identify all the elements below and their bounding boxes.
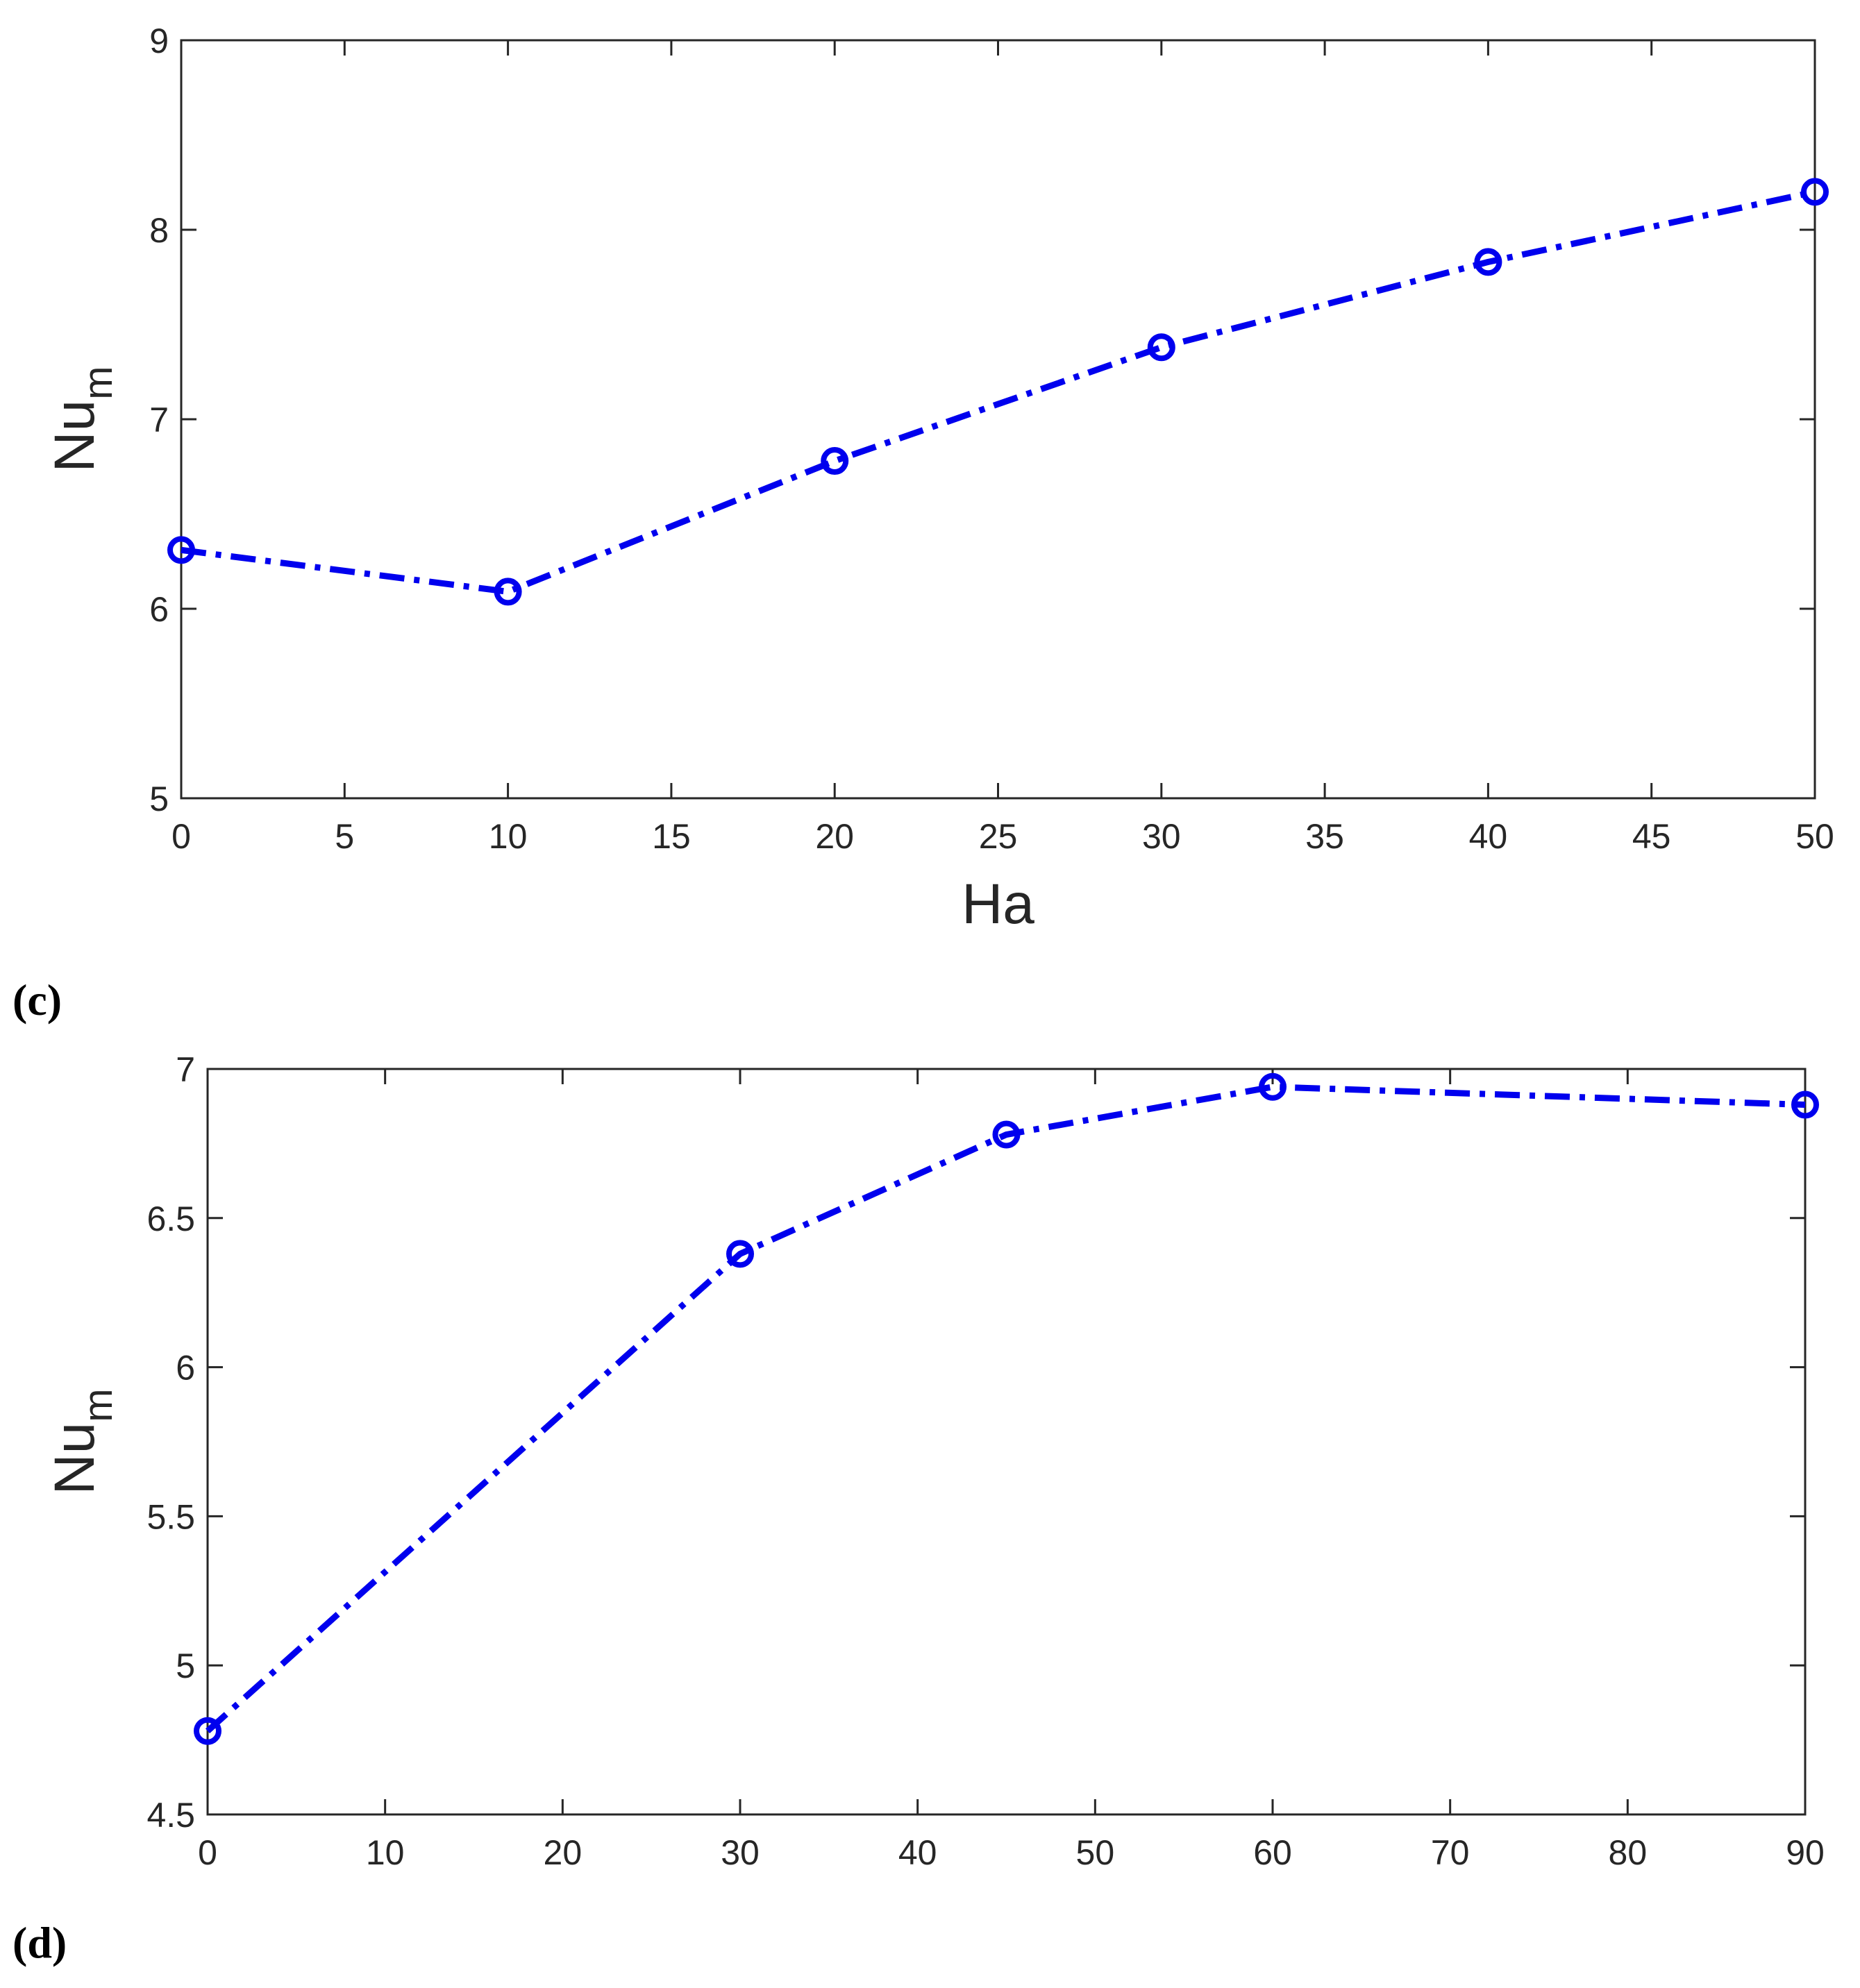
chart-panel-d: 0 10 20 30 40 50 60 70 80 90 4.5 5 5.5 6 6.5 7 Num (d) bbox=[12, 1050, 1825, 1967]
x-tick-label: 40 bbox=[898, 1833, 937, 1872]
x-tick-label: 50 bbox=[1795, 817, 1834, 856]
data-point bbox=[1474, 248, 1502, 276]
x-tick-label: 20 bbox=[815, 817, 854, 856]
y-tick-label: 6 bbox=[176, 1349, 195, 1388]
y-axis-title-subscript: m bbox=[76, 366, 121, 399]
data-point bbox=[494, 578, 522, 606]
y-tick-label: 6 bbox=[149, 590, 169, 629]
x-tick-label: 60 bbox=[1253, 1833, 1292, 1872]
x-tick-label: 10 bbox=[366, 1833, 405, 1872]
panel-label: (c) bbox=[12, 975, 62, 1025]
x-tick-label: 35 bbox=[1305, 817, 1344, 856]
axes-frame bbox=[206, 1068, 1807, 1816]
series-line bbox=[205, 1084, 1806, 1734]
x-tick-label: 0 bbox=[171, 817, 191, 856]
y-axis-title: Num bbox=[43, 1388, 121, 1494]
x-tick-label: 30 bbox=[721, 1833, 760, 1872]
data-point bbox=[194, 1717, 221, 1745]
y-tick-label: 9 bbox=[149, 22, 169, 60]
y-tick-label: 6.5 bbox=[146, 1199, 195, 1238]
y-axis-title-subscript: m bbox=[76, 1388, 121, 1422]
data-point bbox=[1791, 1090, 1819, 1119]
y-tick-label: 5 bbox=[149, 780, 169, 818]
x-tick-label: 5 bbox=[335, 817, 354, 856]
x-tick-label: 50 bbox=[1076, 1833, 1115, 1872]
series-line bbox=[181, 189, 1816, 595]
data-point bbox=[167, 536, 195, 564]
x-tick-label: 40 bbox=[1469, 817, 1508, 856]
axes-frame bbox=[180, 39, 1816, 800]
x-tick-label: 15 bbox=[652, 817, 691, 856]
data-point bbox=[1801, 178, 1829, 206]
y-tick-label: 5 bbox=[176, 1646, 195, 1685]
x-tick-label: 10 bbox=[489, 817, 528, 856]
x-tick-label: 25 bbox=[979, 817, 1018, 856]
x-tick-label: 30 bbox=[1142, 817, 1181, 856]
x-tick-label: 90 bbox=[1786, 1833, 1825, 1872]
y-tick-label: 7 bbox=[149, 401, 169, 439]
data-point bbox=[992, 1120, 1021, 1149]
data-point bbox=[821, 447, 849, 475]
y-axis-title-main: Nu bbox=[43, 1422, 106, 1495]
x-tick-label: 45 bbox=[1632, 817, 1671, 856]
y-axis-title-main: Nu bbox=[43, 400, 106, 473]
x-tick-label: 20 bbox=[544, 1833, 583, 1872]
x-tick-label: 0 bbox=[198, 1833, 217, 1872]
x-tick-label: 80 bbox=[1609, 1833, 1648, 1872]
x-tick-label: 70 bbox=[1431, 1833, 1470, 1872]
y-tick-label: 4.5 bbox=[146, 1796, 195, 1835]
y-tick-label: 8 bbox=[149, 211, 169, 250]
x-axis-title: Ha bbox=[962, 873, 1034, 936]
data-point bbox=[1147, 333, 1175, 362]
data-point bbox=[1259, 1072, 1287, 1101]
panel-label: (d) bbox=[12, 1918, 67, 1967]
y-axis-title: Num bbox=[43, 366, 121, 472]
y-tick-label: 7 bbox=[176, 1050, 195, 1089]
data-point bbox=[726, 1240, 754, 1268]
y-tick-label: 5.5 bbox=[146, 1497, 195, 1536]
